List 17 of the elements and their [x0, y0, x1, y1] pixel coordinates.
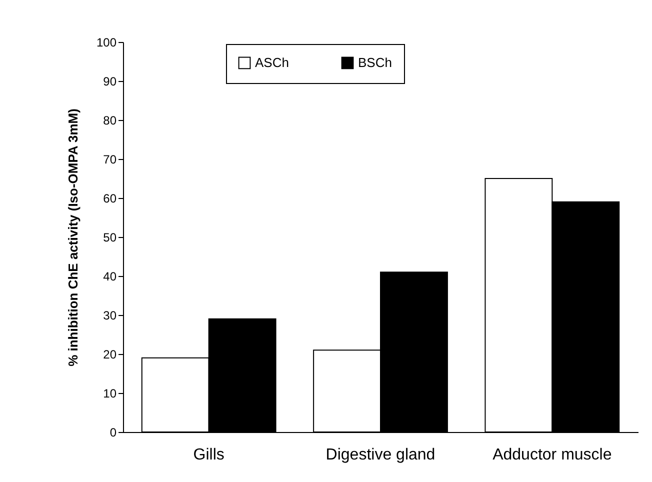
y-tick-label: 70 — [103, 152, 117, 166]
y-tick-label: 20 — [103, 348, 117, 362]
y-tick-label: 0 — [110, 426, 117, 440]
y-tick-label: 50 — [103, 230, 117, 244]
y-tick-label: 30 — [103, 308, 117, 322]
y-axis-title: % inhibition ChE activity (Iso-OMPA 3mM) — [65, 108, 80, 366]
y-tick-label: 90 — [103, 74, 117, 88]
legend-label: BSCh — [358, 54, 392, 70]
y-tick-label: 100 — [96, 36, 117, 50]
x-tick-label: Digestive gland — [326, 446, 436, 464]
y-tick-label: 60 — [103, 192, 117, 206]
x-tick-label: Gills — [193, 446, 224, 464]
y-tick-label: 80 — [103, 114, 117, 128]
x-tick-label: Adductor muscle — [492, 446, 612, 464]
y-tick-label: 40 — [103, 270, 117, 284]
y-tick-label: 10 — [103, 386, 117, 400]
legend-label: ASCh — [255, 54, 289, 70]
